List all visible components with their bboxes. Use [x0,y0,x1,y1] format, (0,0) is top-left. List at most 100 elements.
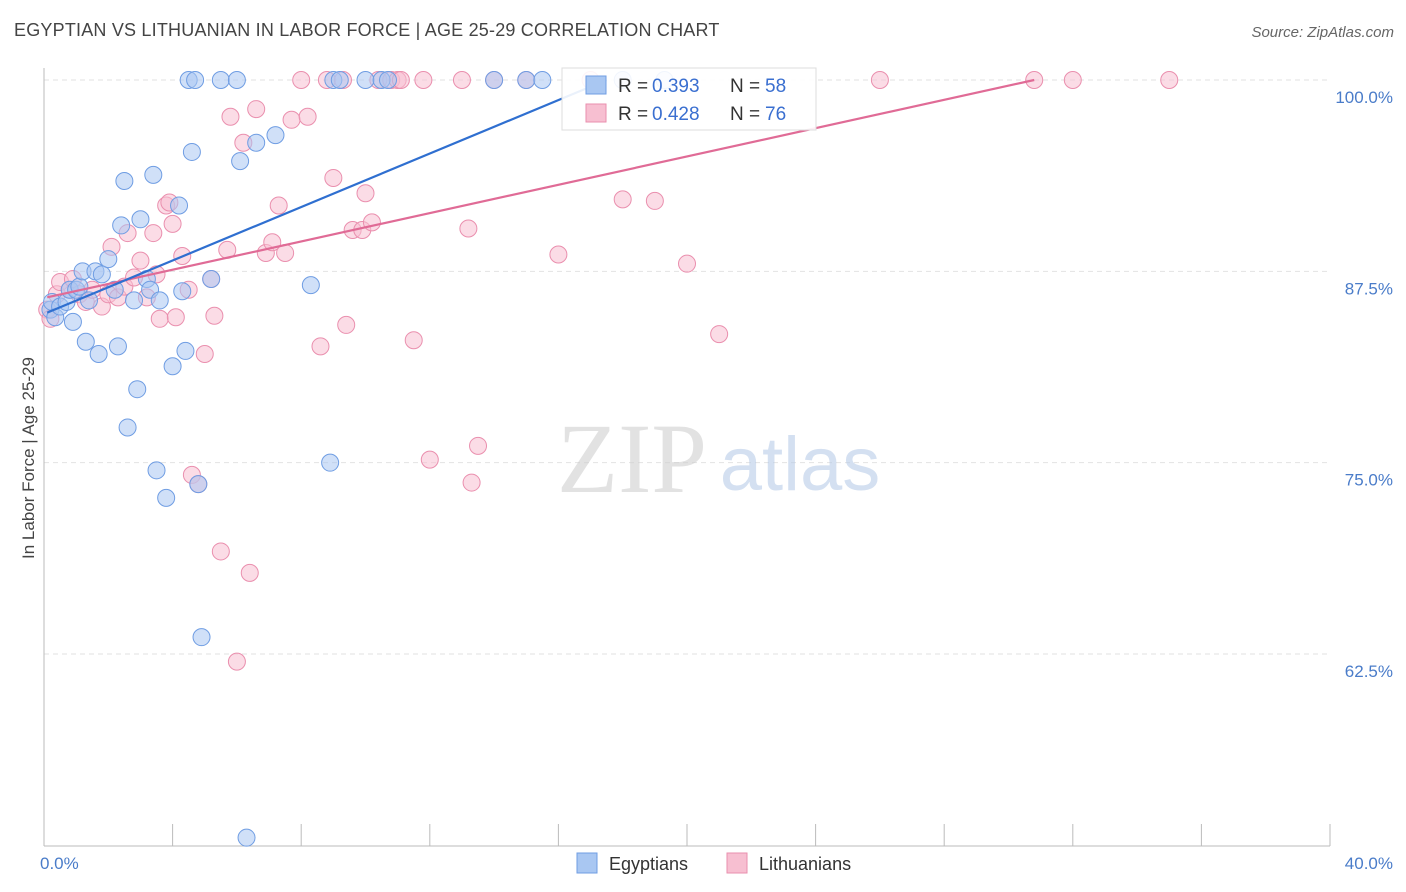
lithuanian-point-62 [452,71,471,89]
y-axis-ticks: 100.0% 87.5% 75.0% 62.5% [1335,88,1393,681]
lithuanian-point-18 [144,224,163,243]
egyptian-point-32 [173,282,192,301]
legend-lith-n-value: 76 [765,104,786,125]
egyptian-point-33 [176,341,195,360]
y-tick-label-0: 100.0% [1335,88,1393,107]
lithuanian-point-77 [1160,71,1179,89]
egyptian-point-22 [128,380,147,399]
legend-lith-r-label: R = [618,104,648,125]
egyptian-point-55 [533,71,552,89]
chart-source: Source: ZipAtlas.com [1251,24,1394,41]
lithuanian-point-73 [710,325,729,344]
x-tick-label-1: 40.0% [1345,854,1393,873]
x-axis-ticks: 0.0% 40.0% [40,824,1393,873]
lithuanian-point-43 [282,110,301,129]
chart-title: EGYPTIAN VS LITHUANIAN IN LABOR FORCE | … [14,20,720,40]
trend-lines [46,78,1035,314]
y-tick-label-2: 75.0% [1345,471,1393,490]
lithuanian-point-53 [356,184,375,203]
lithuanian-point-34 [221,107,240,126]
watermark-atlas: atlas [720,422,881,507]
egyptian-point-49 [330,71,349,89]
top-legend: R = 0.393 N = 58 R = 0.428 N = 76 [561,67,817,131]
egyptian-point-31 [170,196,189,215]
egyptian-point-10 [76,332,95,351]
lithuanian-point-72 [678,254,696,273]
lithuanian-point-16 [131,251,150,270]
legend-swatch-lithuanians [585,103,607,123]
egyptians-points [41,71,674,847]
bottom-legend-swatch-lithuanians [726,852,748,874]
egyptian-point-43 [237,828,256,847]
egyptian-point-27 [147,461,166,480]
lithuanian-point-63 [459,219,478,238]
lithuanian-point-23 [163,214,182,233]
lithuanians-trend-line [46,78,1035,299]
lithuanian-point-45 [298,107,317,126]
watermark: ZIP atlas [557,403,880,514]
egyptian-point-13 [89,344,108,363]
egyptian-point-50 [356,71,375,89]
lithuanian-point-37 [240,563,259,582]
egyptian-point-19 [115,172,134,191]
egyptian-point-44 [247,133,266,152]
legend-egy-n-label: N = [730,76,760,97]
egyptian-point-14 [92,265,111,284]
bottom-legend-egyptians: Egyptians [609,854,688,874]
egyptian-point-35 [182,142,201,161]
egyptian-point-17 [108,337,127,356]
egyptian-point-36 [186,71,205,89]
lithuanian-point-59 [404,331,423,350]
lithuanian-point-46 [311,337,330,356]
legend-lith-n-label: N = [730,104,760,125]
lithuanian-point-68 [549,245,568,264]
lithuanian-point-70 [613,190,632,209]
egyptian-point-18 [112,216,131,235]
egyptian-point-21 [125,291,144,310]
lithuanian-point-74 [870,71,889,89]
lithuanian-point-76 [1063,71,1082,89]
egyptian-point-23 [131,210,150,229]
legend-lith-r-value: 0.428 [652,104,700,125]
lithuanian-point-54 [362,213,381,232]
lithuanian-point-41 [269,196,288,215]
egyptian-point-53 [485,71,504,89]
egyptian-point-39 [202,269,221,288]
x-tick-label-0: 0.0% [40,854,79,873]
lithuanian-point-24 [166,308,185,327]
lithuanian-point-50 [337,315,356,334]
egyptians-trend-line [46,78,608,314]
lithuanian-point-20 [150,309,169,328]
lithuanian-point-71 [645,191,664,210]
egyptian-point-52 [379,71,398,89]
lithuanian-point-60 [414,71,433,89]
legend-swatch-egyptians [585,75,607,95]
bottom-legend-swatch-egyptians [576,852,598,874]
egyptian-point-6 [63,312,82,331]
egyptian-point-40 [211,71,230,89]
lithuanian-point-48 [324,168,343,187]
egyptian-point-29 [157,488,176,507]
egyptian-point-26 [144,165,163,184]
egyptian-point-47 [321,453,340,472]
egyptian-point-37 [189,475,208,494]
legend-egy-n-value: 58 [765,76,786,97]
egyptian-point-42 [231,152,250,171]
egyptian-point-30 [163,357,182,376]
egyptian-point-45 [266,126,285,145]
lithuanian-point-44 [292,71,311,89]
egyptian-point-28 [150,291,169,310]
egyptian-point-15 [99,250,118,269]
egyptian-point-41 [227,71,246,89]
lithuanian-point-38 [247,100,266,119]
egyptian-point-46 [301,276,320,295]
watermark-zip: ZIP [557,403,707,514]
lithuanians-points [38,71,1179,671]
legend-egy-r-value: 0.393 [652,76,700,97]
bottom-legend: Egyptians Lithuanians [576,852,851,874]
egyptian-point-38 [192,628,211,647]
y-tick-label-3: 62.5% [1345,662,1393,681]
lithuanian-point-32 [211,542,230,561]
lithuanian-point-29 [195,344,214,363]
y-axis-label: In Labor Force | Age 25-29 [19,357,38,559]
